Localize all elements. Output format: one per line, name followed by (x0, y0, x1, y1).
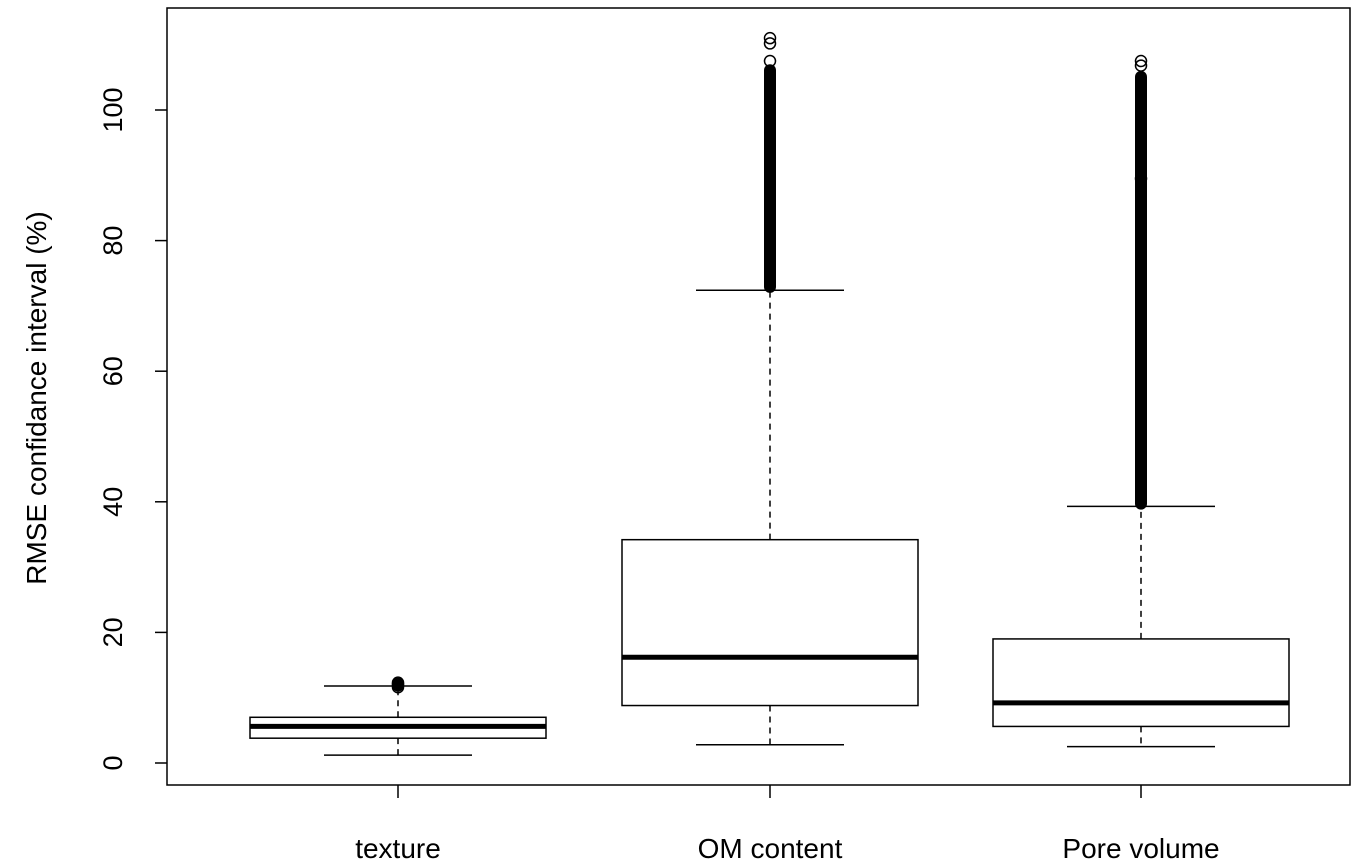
outlier-point (763, 37, 777, 50)
y-axis-title: RMSE confidance interval (%) (21, 211, 52, 584)
outlier-point (1134, 172, 1148, 185)
x-tick-label: texture (355, 833, 441, 863)
plot-border (166, 7, 1351, 786)
plot-frame (166, 7, 1351, 786)
outlier-point (1134, 54, 1148, 68)
y-tick-label: 100 (98, 87, 128, 132)
box-pore-volume (992, 54, 1290, 748)
y-tick-label: 40 (98, 487, 128, 517)
y-tick-label: 60 (98, 356, 128, 386)
outlier-cluster (392, 679, 404, 691)
y-tick-label: 80 (98, 226, 128, 256)
y-axis: 0 20 40 60 80 100 (98, 87, 167, 771)
x-tick-label: Pore volume (1062, 833, 1219, 863)
outlier-point (763, 54, 777, 68)
outlier-band (1135, 70, 1147, 510)
outlier-point (763, 31, 777, 45)
iqr-box (992, 638, 1290, 728)
x-tick-label: OM content (698, 833, 843, 863)
box-om-content (621, 31, 919, 746)
x-axis: texture OM content Pore volume (355, 785, 1220, 863)
y-tick-label: 20 (98, 617, 128, 647)
outlier-point (1134, 59, 1148, 72)
boxes (249, 31, 1290, 756)
box-texture (249, 676, 547, 756)
iqr-box (621, 538, 919, 707)
y-tick-label: 0 (98, 755, 128, 770)
outlier-band (764, 64, 776, 293)
